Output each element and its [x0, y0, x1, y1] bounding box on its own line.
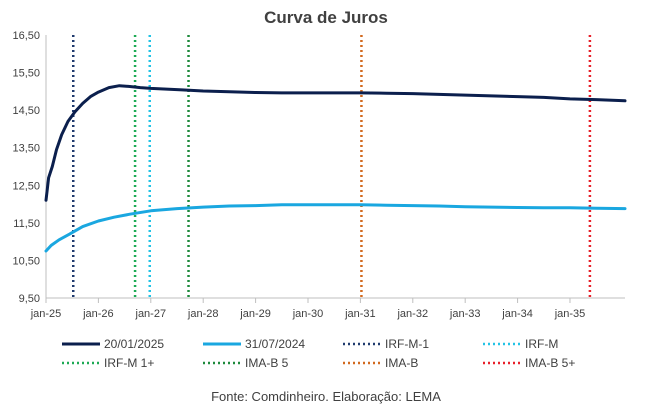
x-tick-label: jan-26 — [82, 308, 114, 320]
x-tick-label: jan-30 — [292, 308, 324, 320]
y-tick-label: 16,50 — [12, 30, 40, 42]
x-tick-label: jan-27 — [135, 308, 167, 320]
y-axis: 16,50 15,50 14,50 13,50 12,50 11,50 10,50 9,50 — [12, 30, 47, 305]
legend-label: IRF-M 1+ — [104, 356, 154, 370]
legend-label: IRF-M — [525, 337, 558, 351]
legend-label: IMA-B 5 — [245, 356, 289, 370]
x-tick-label: jan-31 — [344, 308, 376, 320]
legend-label: IRF-M-1 — [385, 337, 429, 351]
x-tick-label: jan-33 — [449, 308, 481, 320]
x-tick-label: jan-32 — [396, 308, 428, 320]
series-line-0 — [44, 84, 627, 202]
y-tick-label: 13,50 — [12, 143, 40, 155]
legend-label: 20/01/2025 — [104, 337, 164, 351]
x-tick-label: jan-34 — [501, 308, 533, 320]
y-tick-label: 9,50 — [19, 293, 40, 305]
chart-source: Fonte: Comdinheiro. Elaboração: LEMA — [211, 389, 441, 404]
series-lines — [44, 84, 627, 253]
legend-label: 31/07/2024 — [245, 337, 305, 351]
y-tick-label: 12,50 — [12, 180, 40, 192]
x-tick-label: jan-28 — [187, 308, 219, 320]
x-tick-label: jan-25 — [30, 308, 62, 320]
y-tick-label: 11,50 — [13, 218, 40, 230]
x-axis: jan-25 jan-26 jan-27 jan-28 jan-29 jan-30 jan-… — [30, 297, 625, 320]
legend: 20/01/2025 31/07/2024 IRF-M-1 IRF-M IRF-M 1+… — [62, 337, 575, 370]
x-tick-label: jan-29 — [239, 308, 271, 320]
y-tick-label: 10,50 — [12, 255, 40, 267]
legend-label: IMA-B 5+ — [525, 356, 575, 370]
x-tick-label: jan-35 — [554, 308, 586, 320]
reference-lines — [71, 35, 592, 298]
legend-label: IMA-B — [385, 356, 418, 370]
chart-title: Curva de Juros — [264, 8, 388, 27]
series-line-1 — [44, 203, 627, 253]
y-tick-label: 14,50 — [12, 105, 40, 117]
y-tick-label: 15,50 — [12, 68, 40, 80]
